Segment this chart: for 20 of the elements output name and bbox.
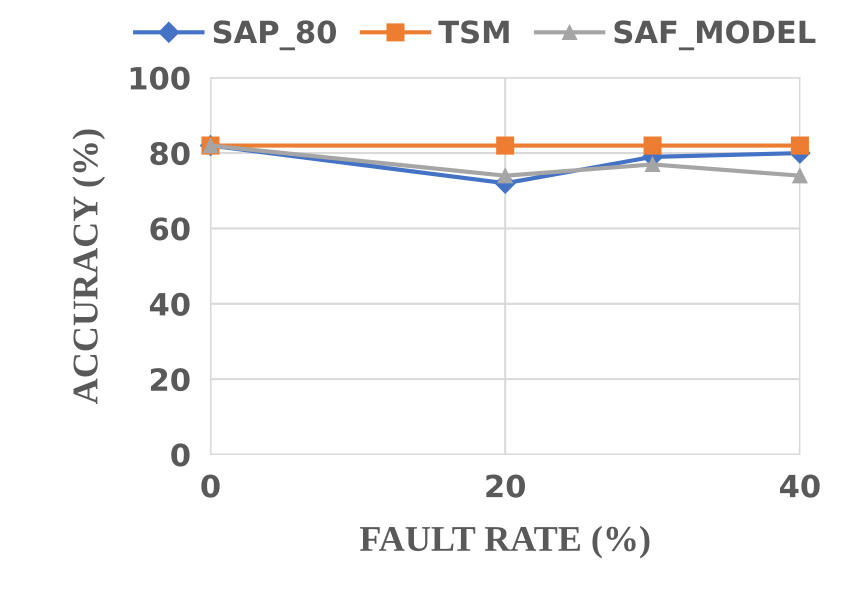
y-tick-label: 20 <box>150 368 190 392</box>
x-tick-label: 0 <box>201 474 220 498</box>
point <box>496 136 514 155</box>
point <box>644 156 660 172</box>
y-tick-label: 40 <box>150 292 190 316</box>
x-tick-label: 20 <box>486 474 525 498</box>
y-axis-title: ACCURACY (%) <box>72 129 106 404</box>
x-tick-label: 40 <box>780 474 820 498</box>
point <box>644 136 662 155</box>
y-tick-label: 0 <box>171 443 190 467</box>
y-tick-label: 100 <box>130 66 190 90</box>
y-tick-label: 80 <box>150 142 190 166</box>
point <box>498 168 513 184</box>
x-axis-title: FAULT RATE (%) <box>360 526 650 558</box>
y-tick-label: 60 <box>150 217 190 240</box>
legend-label: TSM <box>438 20 509 44</box>
legend-label: SAP_80 <box>214 20 336 50</box>
legend-label: SAF_MODEL <box>614 20 816 50</box>
point <box>792 168 808 184</box>
point <box>790 136 809 155</box>
